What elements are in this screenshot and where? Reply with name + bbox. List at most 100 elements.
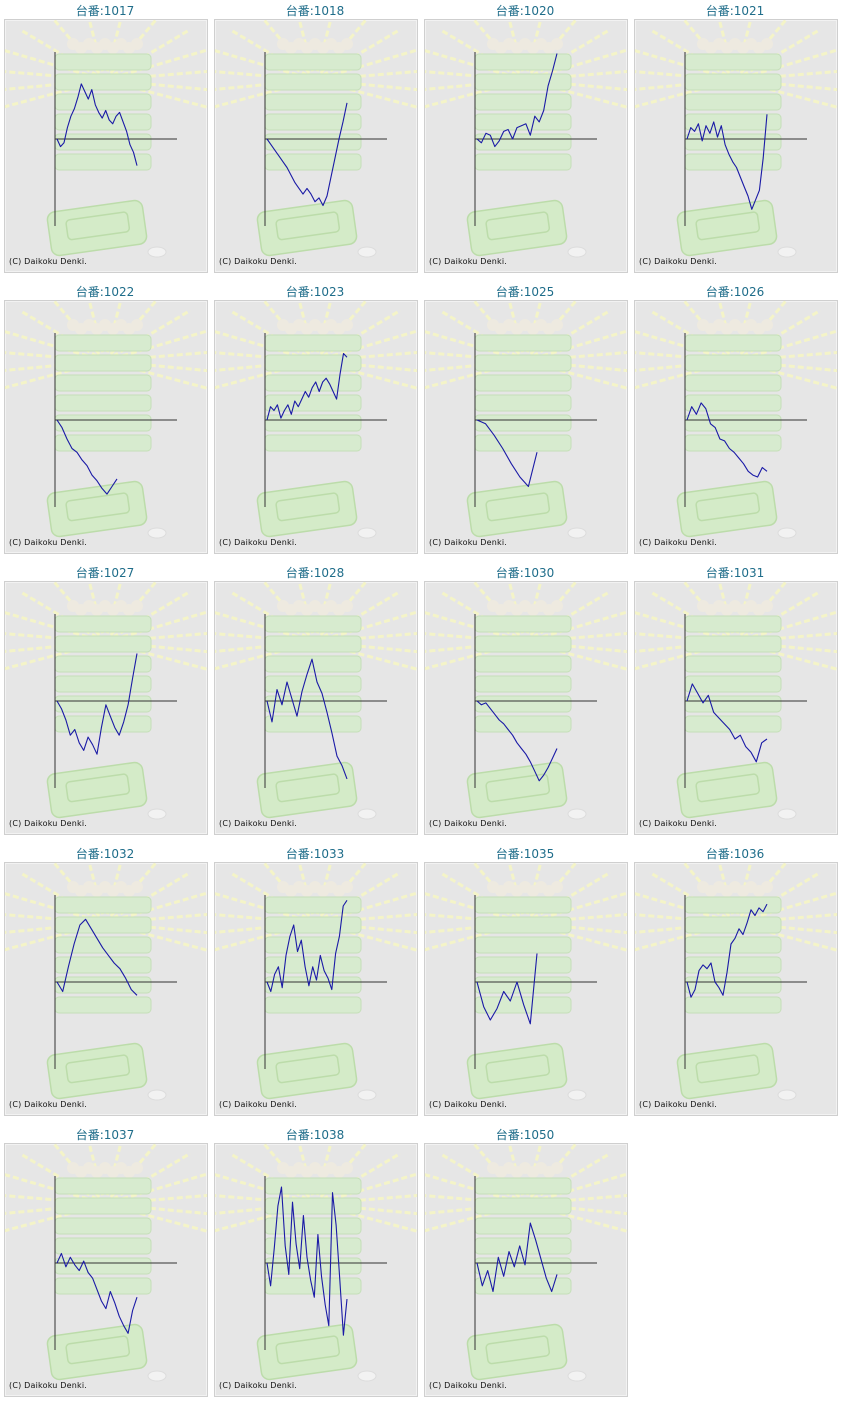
copyright-text: (C) Daikoku Denki. xyxy=(9,819,88,828)
machine-number-label[interactable]: 台番:1023 xyxy=(285,285,345,299)
payout-graph[interactable]: (C) Daikoku Denki. xyxy=(424,862,628,1116)
payout-line xyxy=(686,402,768,478)
payout-line xyxy=(56,83,138,166)
machine-number-label[interactable]: 台番:1027 xyxy=(75,566,135,580)
copyright-text: (C) Daikoku Denki. xyxy=(219,538,298,547)
payout-graph[interactable]: (C) Daikoku Denki. xyxy=(4,19,208,273)
machine-number-label[interactable]: 台番:1028 xyxy=(285,566,345,580)
payout-line xyxy=(476,700,558,782)
copyright-text: (C) Daikoku Denki. xyxy=(9,257,88,266)
payout-graph[interactable]: (C) Daikoku Denki. xyxy=(4,862,208,1116)
payout-graph[interactable]: (C) Daikoku Denki. xyxy=(214,19,418,273)
machine-card: 台番:1035 (C) Daikoku Denki. xyxy=(420,843,630,1124)
machine-card: 台番:1023 (C) Daikoku Denki. xyxy=(210,281,420,562)
background-art xyxy=(425,301,627,539)
machine-card: 台番:1036 (C) Daikoku Denki. xyxy=(630,843,840,1124)
background-art xyxy=(635,20,837,258)
payout-line xyxy=(686,114,768,210)
machine-card: 台番:1038 (C) Daikoku Denki. xyxy=(210,1124,420,1405)
payout-line xyxy=(56,1252,138,1334)
machine-number-label[interactable]: 台番:1050 xyxy=(495,1128,555,1142)
machine-card: 台番:1026 (C) Daikoku Denki. xyxy=(630,281,840,562)
machine-card: 台番:1032 (C) Daikoku Denki. xyxy=(0,843,210,1124)
machine-card: 台番:1022 (C) Daikoku Denki. xyxy=(0,281,210,562)
copyright-text: (C) Daikoku Denki. xyxy=(429,819,508,828)
machine-number-label[interactable]: 台番:1020 xyxy=(495,4,555,18)
background-art xyxy=(425,20,627,258)
payout-line xyxy=(266,658,348,780)
payout-graph[interactable]: (C) Daikoku Denki. xyxy=(424,19,628,273)
payout-graph[interactable]: (C) Daikoku Denki. xyxy=(4,1143,208,1397)
background-art xyxy=(5,20,207,258)
payout-graph[interactable]: (C) Daikoku Denki. xyxy=(424,300,628,554)
copyright-text: (C) Daikoku Denki. xyxy=(429,257,508,266)
machine-card: 台番:1033 (C) Daikoku Denki. xyxy=(210,843,420,1124)
copyright-text: (C) Daikoku Denki. xyxy=(219,257,298,266)
machine-number-label[interactable]: 台番:1026 xyxy=(705,285,765,299)
machine-card: 台番:1028 (C) Daikoku Denki. xyxy=(210,562,420,843)
background-art xyxy=(215,582,417,820)
machine-card: 台番:1017 (C) Daikoku Denki. xyxy=(0,0,210,281)
copyright-text: (C) Daikoku Denki. xyxy=(219,819,298,828)
copyright-text: (C) Daikoku Denki. xyxy=(219,1100,298,1109)
payout-line xyxy=(476,53,558,148)
payout-line xyxy=(476,419,538,488)
background-art xyxy=(425,863,627,1101)
machine-number-label[interactable]: 台番:1022 xyxy=(75,285,135,299)
machine-card: 台番:1025 (C) Daikoku Denki. xyxy=(420,281,630,562)
payout-line xyxy=(266,352,348,421)
machine-number-label[interactable]: 台番:1025 xyxy=(495,285,555,299)
payout-graph[interactable]: (C) Daikoku Denki. xyxy=(4,300,208,554)
payout-line xyxy=(56,419,118,495)
machine-card: 台番:1020 (C) Daikoku Denki. xyxy=(420,0,630,281)
payout-line xyxy=(476,953,538,1025)
copyright-text: (C) Daikoku Denki. xyxy=(639,1100,718,1109)
payout-graph[interactable]: (C) Daikoku Denki. xyxy=(634,581,838,835)
background-art xyxy=(635,863,837,1101)
payout-graph[interactable]: (C) Daikoku Denki. xyxy=(634,19,838,273)
machine-card: 台番:1021 (C) Daikoku Denki. xyxy=(630,0,840,281)
machine-card: 台番:1050 (C) Daikoku Denki. xyxy=(420,1124,630,1405)
machine-number-label[interactable]: 台番:1032 xyxy=(75,847,135,861)
copyright-text: (C) Daikoku Denki. xyxy=(639,257,718,266)
machine-number-label[interactable]: 台番:1030 xyxy=(495,566,555,580)
payout-graph[interactable]: (C) Daikoku Denki. xyxy=(214,300,418,554)
machine-number-label[interactable]: 台番:1033 xyxy=(285,847,345,861)
copyright-text: (C) Daikoku Denki. xyxy=(429,538,508,547)
machine-number-label[interactable]: 台番:1018 xyxy=(285,4,345,18)
background-art xyxy=(5,1144,207,1382)
background-art xyxy=(215,301,417,539)
payout-graph[interactable]: (C) Daikoku Denki. xyxy=(634,862,838,1116)
machine-number-label[interactable]: 台番:1035 xyxy=(495,847,555,861)
machine-number-label[interactable]: 台番:1037 xyxy=(75,1128,135,1142)
machine-number-label[interactable]: 台番:1036 xyxy=(705,847,765,861)
payout-graph[interactable]: (C) Daikoku Denki. xyxy=(214,581,418,835)
machine-card: 台番:1027 (C) Daikoku Denki. xyxy=(0,562,210,843)
copyright-text: (C) Daikoku Denki. xyxy=(429,1100,508,1109)
payout-line xyxy=(56,918,138,996)
payout-line xyxy=(686,903,768,998)
copyright-text: (C) Daikoku Denki. xyxy=(219,1381,298,1390)
payout-graph[interactable]: (C) Daikoku Denki. xyxy=(424,1143,628,1397)
copyright-text: (C) Daikoku Denki. xyxy=(9,538,88,547)
payout-line xyxy=(266,899,348,993)
payout-line xyxy=(266,102,348,207)
payout-line xyxy=(266,1186,348,1336)
machine-number-label[interactable]: 台番:1017 xyxy=(75,4,135,18)
machine-card: 台番:1037 (C) Daikoku Denki. xyxy=(0,1124,210,1405)
copyright-text: (C) Daikoku Denki. xyxy=(9,1100,88,1109)
machine-number-label[interactable]: 台番:1021 xyxy=(705,4,765,18)
payout-graph[interactable]: (C) Daikoku Denki. xyxy=(4,581,208,835)
background-art xyxy=(5,301,207,539)
machine-number-label[interactable]: 台番:1038 xyxy=(285,1128,345,1142)
payout-graph[interactable]: (C) Daikoku Denki. xyxy=(214,862,418,1116)
machine-card: 台番:1031 (C) Daikoku Denki. xyxy=(630,562,840,843)
payout-graph[interactable]: (C) Daikoku Denki. xyxy=(424,581,628,835)
machine-number-label[interactable]: 台番:1031 xyxy=(705,566,765,580)
background-art xyxy=(425,1144,627,1382)
payout-graph[interactable]: (C) Daikoku Denki. xyxy=(214,1143,418,1397)
payout-graph[interactable]: (C) Daikoku Denki. xyxy=(634,300,838,554)
machine-card: 台番:1030 (C) Daikoku Denki. xyxy=(420,562,630,843)
payout-line xyxy=(686,683,768,763)
